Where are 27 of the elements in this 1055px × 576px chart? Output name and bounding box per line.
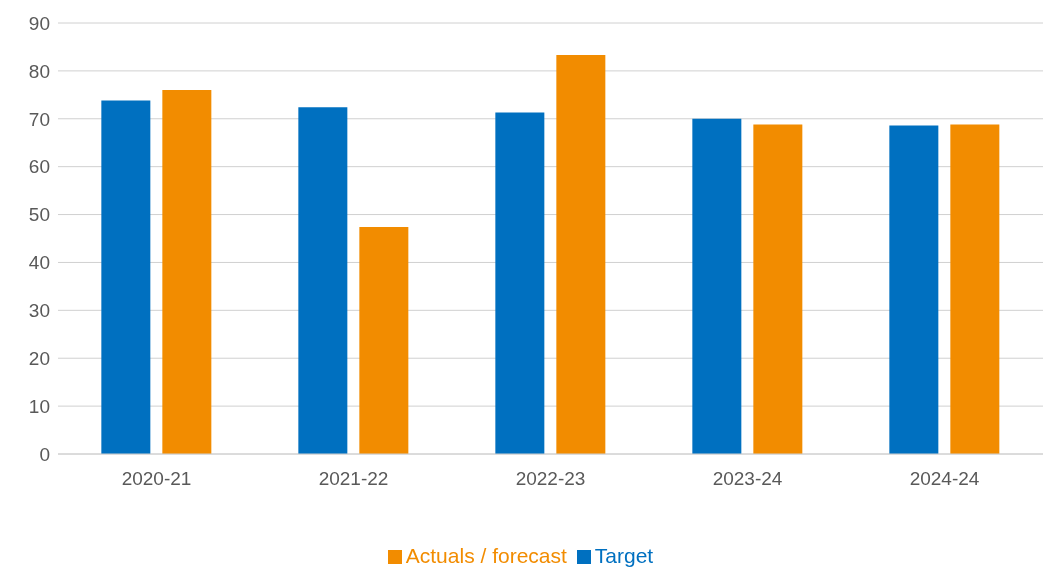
bar	[298, 107, 348, 454]
bar	[692, 118, 742, 454]
y-tick-label: 60	[28, 156, 50, 178]
x-tick-label: 2020-21	[121, 468, 192, 490]
bar	[889, 125, 939, 454]
y-tick-label: 10	[28, 395, 50, 417]
x-tick-label: 2021-22	[318, 468, 389, 490]
legend-label: Target	[594, 544, 654, 567]
x-tick-label: 2022-23	[515, 468, 586, 490]
y-tick-label: 70	[28, 108, 50, 130]
bar	[495, 112, 545, 454]
y-tick-label: 30	[28, 300, 50, 322]
y-tick-label: 80	[28, 60, 50, 82]
bar	[950, 124, 1000, 454]
y-tick-label: 0	[39, 443, 50, 465]
x-tick-label: 2024-24	[909, 468, 980, 490]
bar	[359, 227, 409, 454]
x-tick-label: 2023-24	[712, 468, 783, 490]
bar	[162, 90, 212, 454]
y-tick-label: 20	[28, 347, 50, 369]
bar	[101, 100, 151, 454]
y-tick-label: 90	[28, 12, 50, 34]
bar	[753, 124, 803, 454]
y-tick-label: 40	[28, 252, 50, 274]
bar	[556, 55, 606, 454]
y-tick-label: 50	[28, 204, 50, 226]
legend-label: Actuals / forecast	[405, 544, 567, 567]
